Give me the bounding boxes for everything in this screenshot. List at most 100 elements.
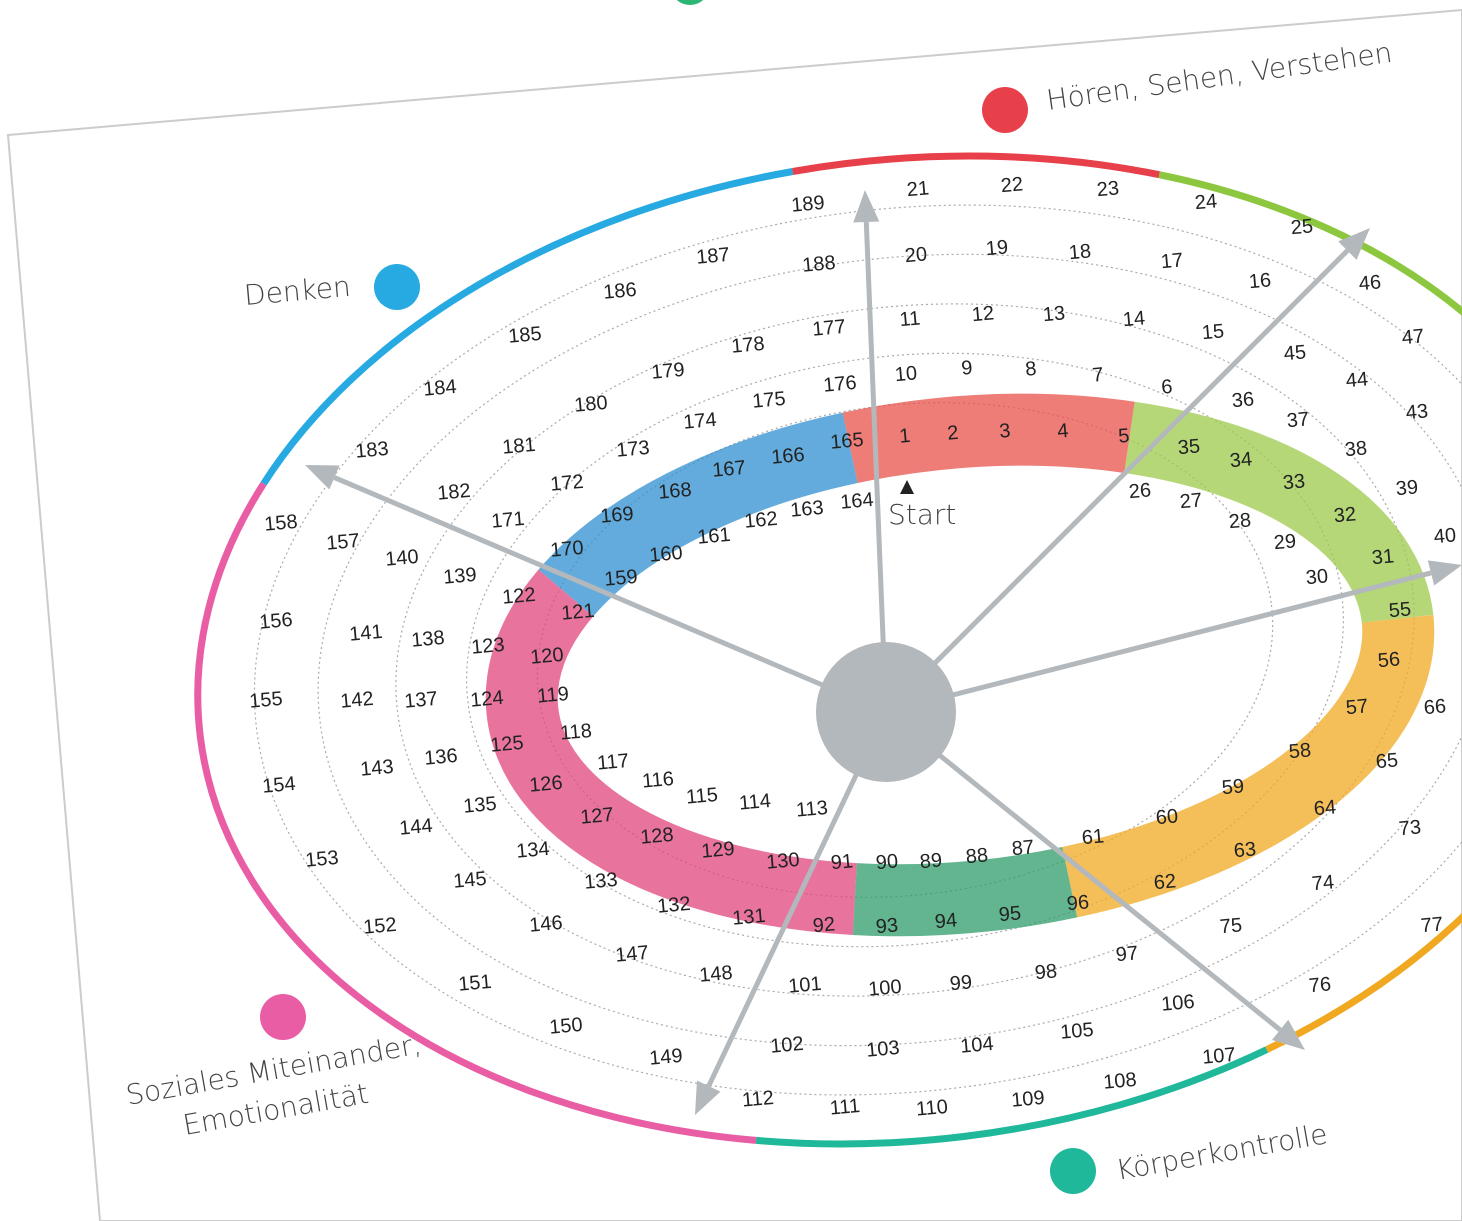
cell-number: 160 [648,542,683,567]
cell-number: 114 [738,790,772,815]
cell-number: 148 [698,962,733,987]
cell-number: 147 [614,942,649,967]
cell-number: 122 [501,584,536,609]
cell-number: 106 [1160,991,1195,1016]
cell-number: 35 [1177,435,1201,459]
cell-number: 61 [1081,825,1105,849]
cell-number: 131 [731,905,766,930]
cell-number: 110 [915,1096,949,1121]
cell-number: 12 [971,302,995,326]
cell-number: 98 [1034,960,1058,984]
cell-number: 46 [1358,271,1382,295]
cell-number: 158 [263,511,298,536]
cell-number: 30 [1305,565,1329,589]
cell-number: 55 [1388,598,1412,622]
cell-number: 29 [1273,530,1297,554]
cell-number: 15 [1201,320,1225,344]
cell-number: 1 [898,425,911,448]
cell-number: 182 [436,480,471,505]
cell-number: 187 [695,244,730,269]
cell-number: 116 [641,768,675,793]
cell-number: 4 [1056,420,1069,443]
cell-number: 149 [648,1045,683,1070]
cell-number: 164 [839,489,874,514]
cell-number: 63 [1233,838,1257,862]
cell-number: 9 [960,357,973,380]
cell-number: 94 [934,909,958,933]
cell-number: 172 [549,471,584,496]
cell-number: 134 [515,838,550,863]
cell-number: 5 [1117,425,1130,448]
cell-number: 181 [501,434,536,459]
cell-number: 156 [258,609,293,634]
cell-number: 138 [410,627,445,652]
cell-number: 89 [919,849,943,873]
cell-number: 65 [1375,749,1399,773]
cell-number: 14 [1122,307,1146,331]
cell-number: 123 [470,634,505,659]
cell-number: 20 [904,243,928,267]
cell-number: 73 [1398,816,1422,840]
cell-number: 91 [830,850,854,874]
cell-number: 126 [528,772,563,797]
cell-number: 31 [1371,545,1395,569]
cell-number: 103 [865,1037,900,1062]
cell-number: 57 [1345,695,1369,719]
cell-number: 177 [811,316,846,341]
cell-number: 145 [452,868,487,893]
cell-number: 108 [1102,1069,1137,1094]
cell-number: 153 [304,847,339,872]
cell-number: 137 [403,688,438,713]
cell-number: 26 [1128,479,1152,503]
cell-number: 120 [529,644,564,669]
cell-number: 6 [1160,376,1173,399]
cell-number: 112 [741,1087,775,1112]
cell-number: 27 [1179,489,1203,513]
cell-number: 58 [1288,739,1312,763]
cell-number: 142 [339,688,374,713]
cell-number: 174 [682,409,717,434]
cell-number: 146 [528,912,563,937]
cell-number: 100 [867,976,902,1001]
cell-number: 25 [1290,215,1314,239]
cell-number: 154 [261,773,296,798]
cell-number: 43 [1405,400,1429,424]
cell-number: 130 [765,849,800,874]
cell-number: 75 [1219,914,1243,938]
start-label: Start [888,498,956,531]
cell-number: 179 [650,359,685,384]
cell-number: 185 [507,323,542,348]
cell-number: 140 [384,546,419,571]
center [816,642,956,782]
cell-number: 96 [1066,891,1090,915]
cell-number: 159 [603,566,638,591]
cell-number: 37 [1286,408,1310,432]
cell-number: 184 [422,376,457,401]
cell-number: 39 [1395,476,1419,500]
cell-number: 45 [1283,341,1307,365]
cell-number: 60 [1155,805,1179,829]
cell-number: 66 [1423,695,1447,719]
cell-number: 24 [1194,190,1218,214]
cell-number: 22 [1000,173,1024,197]
cell-number: 111 [829,1095,861,1120]
cell-number: 34 [1229,448,1253,472]
cell-number: 141 [348,621,383,646]
cell-number: 3 [998,420,1011,443]
cell-number: 151 [457,971,492,996]
cell-number: 161 [696,524,731,549]
cell-number: 8 [1024,358,1037,381]
cell-number: 87 [1011,836,1035,860]
cell-number: 169 [599,503,634,528]
cell-number: 107 [1201,1044,1236,1069]
cell-number: 135 [462,793,497,818]
cell-number: 32 [1333,503,1357,527]
cell-number: 180 [573,392,608,417]
cell-number: 139 [442,564,477,589]
cell-number: 168 [657,479,692,504]
cell-number: 121 [560,600,595,625]
cell-number: 2 [946,422,959,445]
dot-pink [260,994,306,1040]
cell-number: 143 [359,756,394,781]
cell-number: 38 [1344,437,1368,461]
